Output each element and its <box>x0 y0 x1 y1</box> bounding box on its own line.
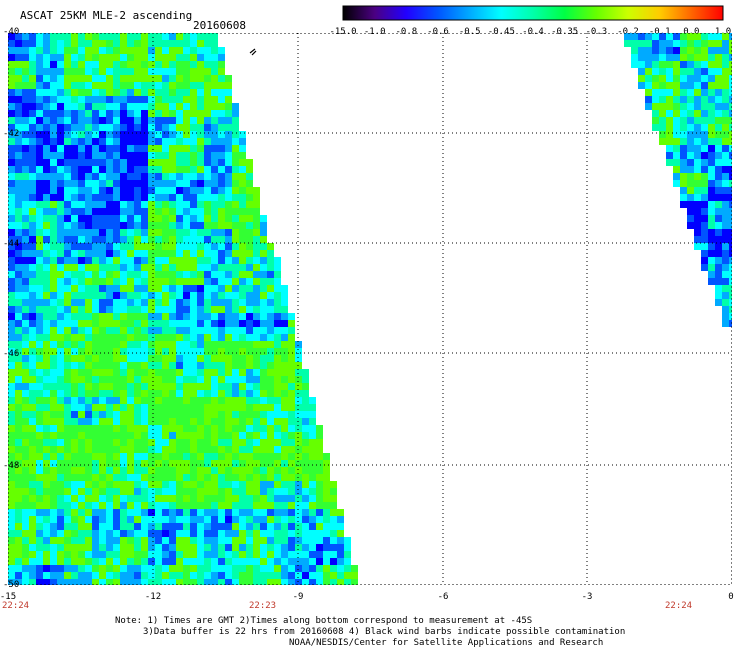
color-scale-label: -0.6 <box>427 27 449 37</box>
time-label-middle: 22:23 <box>249 601 277 611</box>
lon-label-6: -6 <box>437 592 449 602</box>
color-scale-label: -1.0 <box>363 27 386 37</box>
color-scale-label: -0.45 <box>487 27 515 37</box>
swath-map <box>8 33 732 585</box>
wind-barb-icon <box>249 48 257 56</box>
lon-label-3: -3 <box>581 592 593 602</box>
map-date: 20160608 <box>193 19 246 32</box>
color-scale-label: -0.2 <box>617 27 639 37</box>
map-title: ASCAT 25KM MLE-2 ascending <box>20 9 193 22</box>
color-scale-label: 0.0 <box>683 27 700 37</box>
color-scale-label: -0.1 <box>648 27 671 37</box>
color-scale-label: -15.0 <box>329 27 357 37</box>
lat-lon-grid <box>8 33 732 585</box>
color-scale-label: -0.3 <box>585 27 608 37</box>
lat-label-46: -46 <box>3 349 20 359</box>
color-scale-gradient <box>342 5 724 21</box>
lat-label-50: -50 <box>3 580 20 590</box>
time-label-right: 22:24 <box>665 601 693 611</box>
lon-label-9: -9 <box>292 592 304 602</box>
color-scale-label: -0.8 <box>395 27 418 37</box>
data-swaths <box>8 33 732 585</box>
time-label-left: 22:24 <box>2 601 30 611</box>
note-line-3: NOAA/NESDIS/Center for Satellite Applica… <box>289 638 604 648</box>
lon-label-12: -12 <box>144 592 162 602</box>
lat-label-42: -42 <box>3 129 20 139</box>
lat-label-48: -48 <box>3 461 20 471</box>
lat-label-44: -44 <box>3 239 20 249</box>
lat-label-40: -40 <box>3 27 20 37</box>
color-scale-bar <box>342 5 724 21</box>
lon-label-15: -15 <box>0 592 17 602</box>
color-scale-label: -0.35 <box>551 27 579 37</box>
lon-label-0: 0 <box>728 592 734 602</box>
color-scale-label: -0.4 <box>522 27 544 37</box>
map-frame <box>8 33 732 585</box>
note-line-1: Note: 1) Times are GMT 2)Times along bot… <box>115 616 533 626</box>
color-scale-label: 1.0 <box>714 27 732 37</box>
color-scale-label: -0.5 <box>458 27 481 37</box>
note-line-2: 3)Data buffer is 22 hrs from 20160608 4)… <box>143 627 626 637</box>
